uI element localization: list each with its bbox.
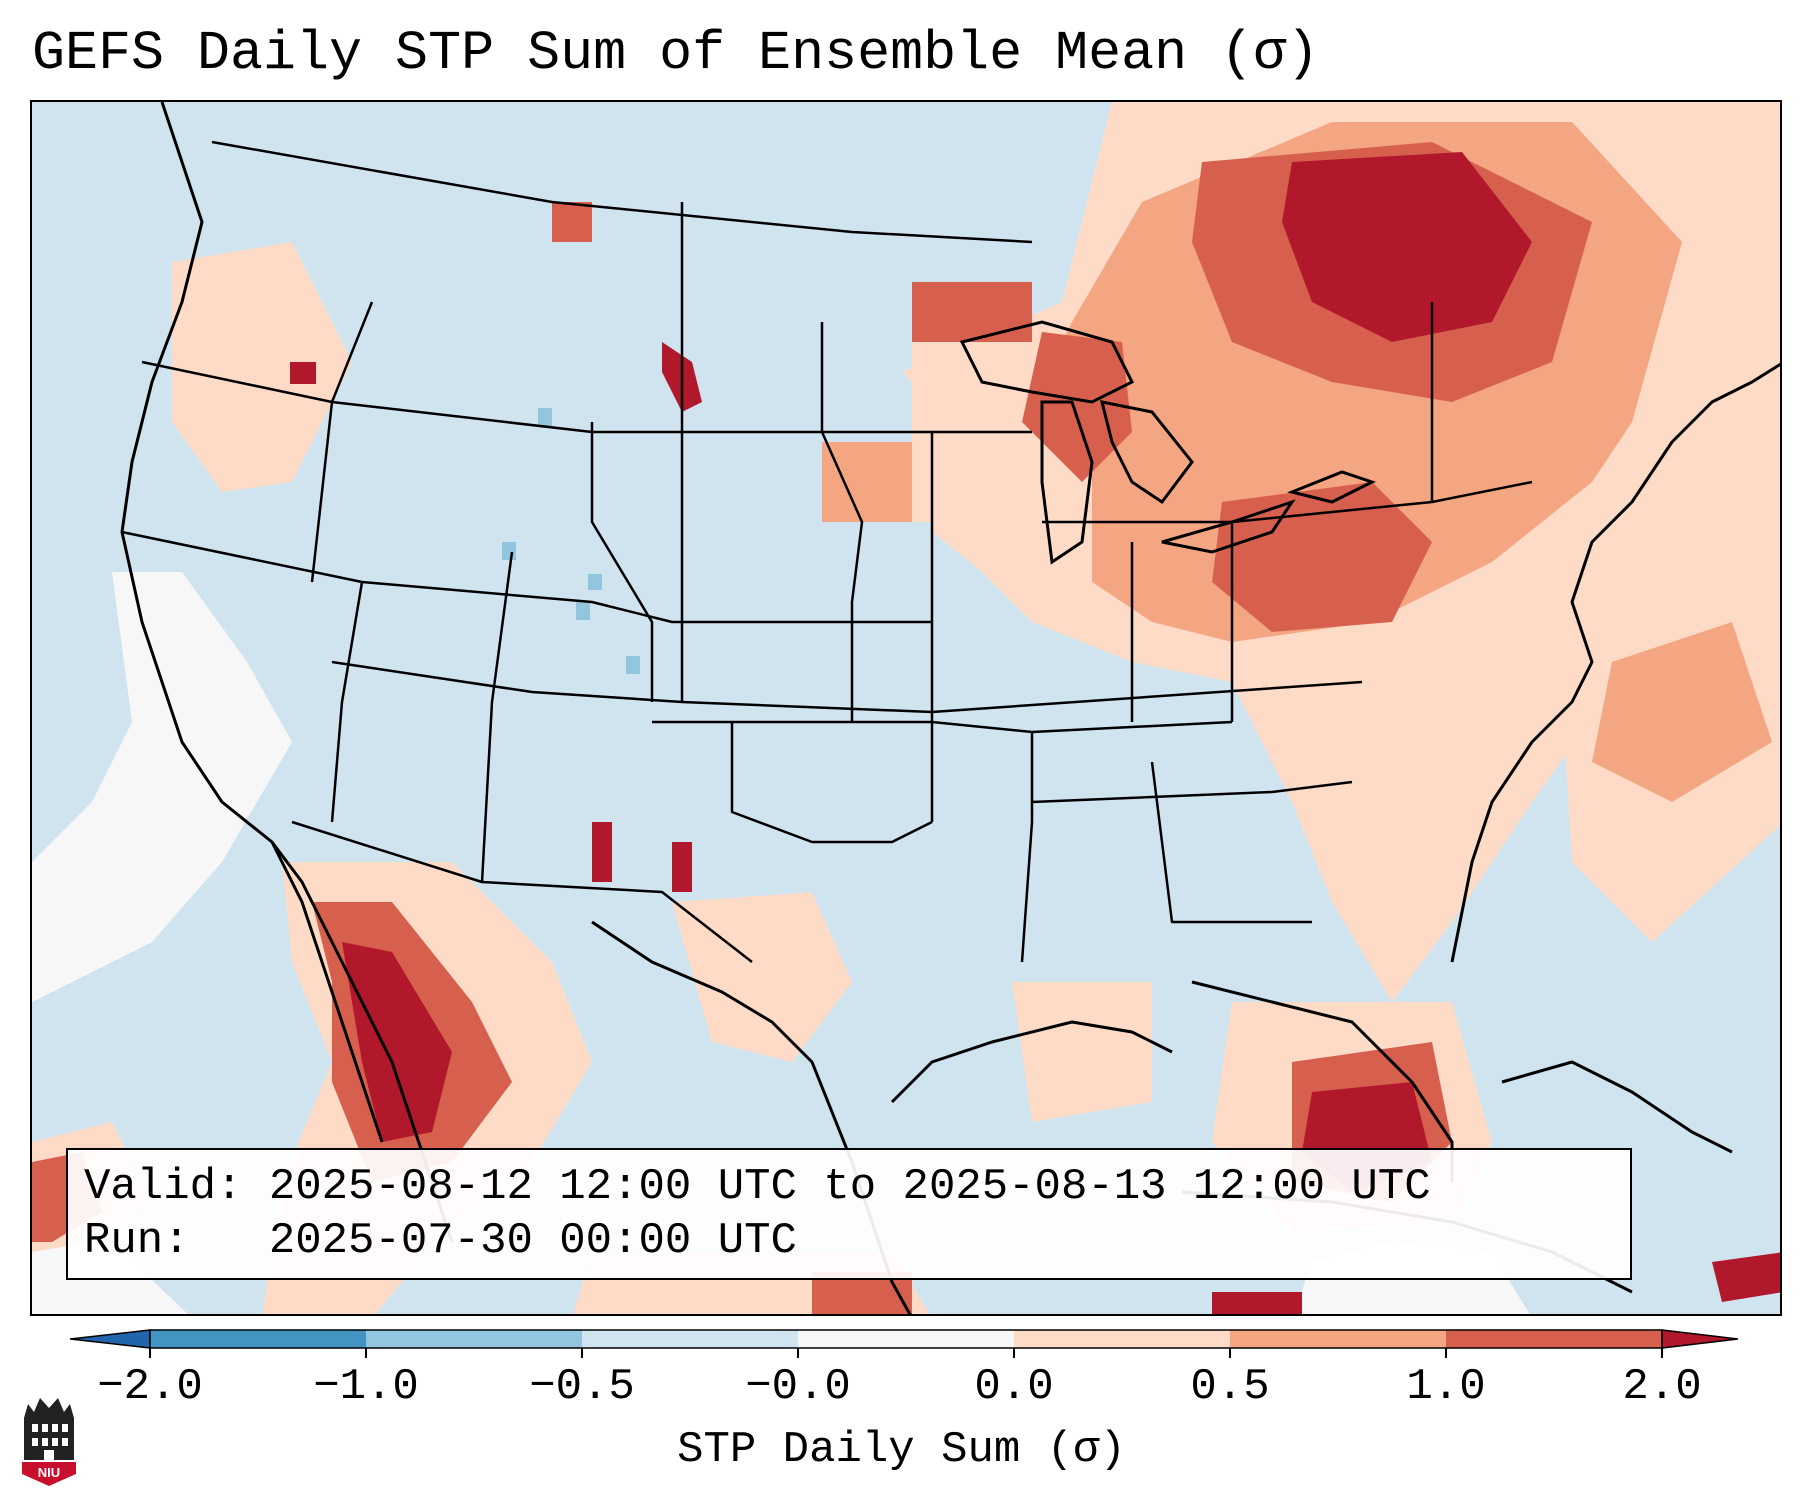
colorbar-tick-label: 0.5 bbox=[1190, 1362, 1270, 1412]
valid-run-info-box: Valid: 2025-08-12 12:00 UTC to 2025-08-1… bbox=[66, 1148, 1632, 1280]
colorbar-bin-3 bbox=[582, 1330, 798, 1348]
colorbar-bin-5 bbox=[1014, 1330, 1230, 1348]
colorbar-bin-2 bbox=[366, 1330, 582, 1348]
map-svg bbox=[32, 102, 1780, 1314]
colorbar-tick-label: 2.0 bbox=[1622, 1362, 1702, 1412]
negative-anomaly-spots bbox=[502, 408, 640, 674]
valid-time-text: Valid: 2025-08-12 12:00 UTC to 2025-08-1… bbox=[84, 1162, 1431, 1212]
colorbar-extend-max bbox=[1661, 1329, 1738, 1349]
run-time-text: Run: 2025-07-30 00:00 UTC bbox=[84, 1216, 797, 1266]
colorbar-tick-label: −2.0 bbox=[97, 1362, 203, 1412]
niu-logo-text: NIU bbox=[38, 1465, 60, 1480]
colorbar-tick-label: −1.0 bbox=[313, 1362, 419, 1412]
colorbar-bin-6 bbox=[1230, 1330, 1446, 1348]
colorbar-tick-label: 0.0 bbox=[974, 1362, 1054, 1412]
colorbar-bin-1 bbox=[150, 1330, 366, 1348]
anomaly-fill bbox=[32, 102, 1780, 1314]
colorbar-tick-label: −0.0 bbox=[745, 1362, 851, 1412]
colorbar-outline bbox=[149, 1329, 1663, 1349]
colorbar-bin-4 bbox=[798, 1330, 1014, 1348]
figure-title: GEFS Daily STP Sum of Ensemble Mean (σ) bbox=[32, 22, 1320, 85]
state-borders bbox=[121, 140, 1533, 963]
map-panel bbox=[30, 100, 1782, 1316]
colorbar-label: STP Daily Sum (σ) bbox=[677, 1425, 1126, 1475]
colorbar-tick-label: 1.0 bbox=[1406, 1362, 1486, 1412]
colorbar-ticks bbox=[149, 1348, 1663, 1358]
colorbar-extend-min bbox=[70, 1329, 151, 1349]
colorbar bbox=[70, 1329, 1738, 1358]
niu-logo-icon: NIU bbox=[22, 1398, 76, 1486]
colorbar-bin-7 bbox=[1446, 1330, 1662, 1348]
colorbar-tick-label: −0.5 bbox=[529, 1362, 635, 1412]
